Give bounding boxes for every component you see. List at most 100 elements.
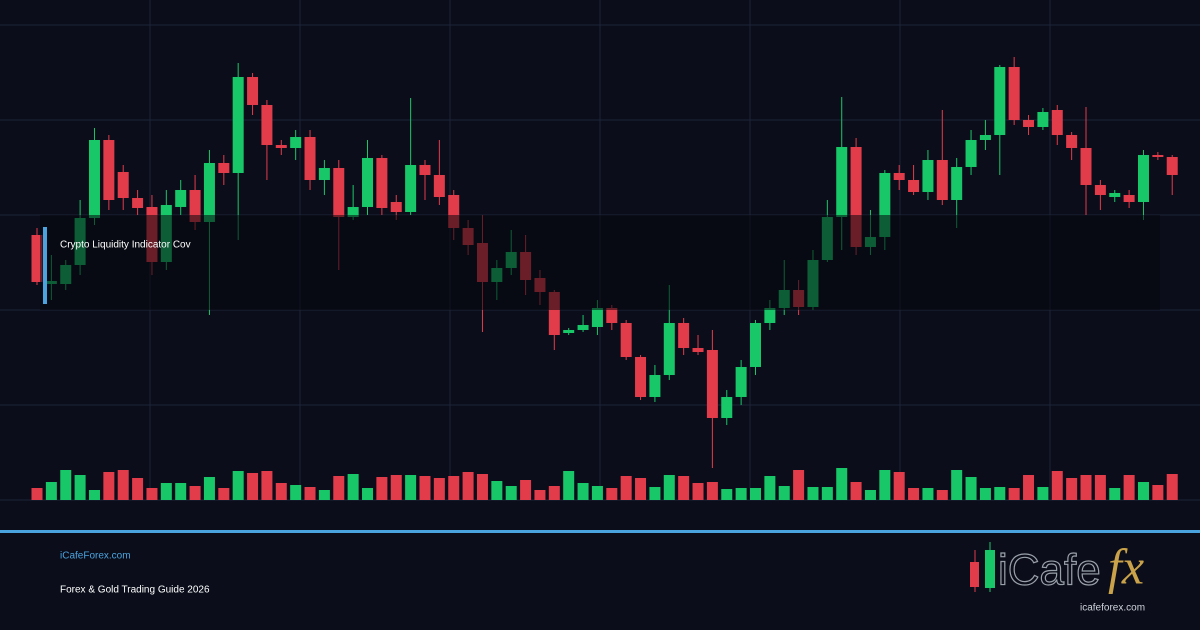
volume-bar	[189, 486, 201, 500]
volume-bar	[232, 471, 244, 500]
volume-bar	[706, 482, 718, 500]
volume-bar	[1066, 478, 1078, 500]
candle-body	[591, 308, 603, 327]
candle-body	[376, 158, 388, 208]
candle-body	[922, 160, 934, 192]
volume-bar	[922, 488, 934, 500]
candle-body	[1094, 185, 1106, 195]
candle-body	[750, 323, 761, 367]
candle-body	[390, 202, 402, 212]
candle-body	[649, 375, 661, 397]
subtitle: Forex & Gold Trading Guide 2026	[60, 585, 210, 596]
volume-bar	[649, 487, 661, 500]
volume-bar	[721, 489, 733, 500]
volume-bar	[1109, 488, 1121, 500]
volume-bar	[1051, 471, 1063, 500]
volume-bar	[1037, 487, 1049, 500]
volume-bar	[146, 488, 158, 500]
candle-body	[606, 308, 618, 323]
candle-body	[1123, 195, 1135, 202]
volume-bar	[1166, 474, 1178, 500]
volume-bar	[275, 483, 287, 500]
volume-bar	[1080, 475, 1092, 500]
candle-body	[189, 190, 201, 222]
candle-body	[347, 207, 359, 217]
volume-bar	[979, 488, 991, 500]
candle-body	[1008, 67, 1020, 120]
volume-bar	[879, 470, 891, 500]
volume-bar	[290, 485, 302, 500]
volume-bar	[362, 488, 374, 500]
candle-body	[247, 77, 259, 105]
candle-body	[548, 292, 560, 335]
candle-body	[936, 160, 948, 200]
candle-body	[764, 308, 776, 323]
candle-body	[850, 147, 862, 247]
volume-bar	[45, 482, 57, 500]
volume-bar	[908, 488, 920, 500]
volume-bar	[88, 490, 100, 500]
volume-bar	[635, 478, 647, 500]
candle-body	[706, 350, 718, 418]
volume-bar	[563, 471, 575, 500]
candle-body	[836, 147, 848, 217]
indicator-panel	[40, 215, 1160, 310]
volume-bar	[836, 468, 848, 500]
volume-bar	[850, 482, 862, 500]
candle-body	[1066, 135, 1078, 148]
volume-bar	[505, 486, 517, 500]
volume-bar	[376, 477, 388, 500]
indicator-marker	[43, 227, 47, 304]
volume-bar	[750, 488, 761, 500]
volume-bar	[1023, 475, 1035, 500]
candle-body	[1037, 112, 1049, 127]
candle-body	[232, 77, 244, 173]
candle-body	[879, 173, 891, 237]
volume-bar	[103, 472, 115, 500]
volume-bar	[620, 476, 632, 500]
volume-bar	[390, 475, 402, 500]
candle-body	[965, 140, 977, 167]
volume-bar	[678, 476, 690, 500]
volume-bar	[577, 483, 589, 500]
volume-bar	[261, 471, 273, 500]
candle-body	[218, 163, 230, 173]
divider	[0, 530, 1200, 533]
candle-body	[635, 357, 647, 397]
volume-bar	[764, 476, 776, 500]
volume-bar	[491, 481, 503, 500]
volume-bar	[247, 473, 259, 500]
candle-body	[577, 325, 589, 330]
logo-url: icafeforex.com	[1080, 603, 1145, 614]
volume-bar	[936, 490, 948, 500]
volume-bar	[419, 476, 431, 500]
volume-bar	[218, 488, 230, 500]
volume-bar	[203, 477, 215, 500]
volume-bar	[318, 490, 330, 500]
candle-body	[1166, 157, 1178, 175]
candle-body	[1051, 110, 1063, 135]
volume-bar	[951, 470, 963, 500]
volume-bar	[663, 475, 675, 500]
volume-bar	[1094, 475, 1106, 500]
volume-bar	[548, 486, 560, 500]
volume-bar	[1137, 482, 1149, 500]
candle-body	[88, 140, 100, 218]
volume-bar	[893, 472, 905, 500]
volume-bar	[405, 475, 417, 500]
candle-body	[405, 165, 417, 212]
volume-bar	[778, 486, 790, 500]
candle-body	[979, 135, 991, 140]
candle-body	[692, 348, 704, 352]
volume-bar	[448, 476, 460, 500]
volume-bar	[735, 488, 747, 500]
candle-body	[448, 195, 460, 228]
volume-bar	[333, 476, 345, 500]
candle-body	[318, 168, 330, 180]
candle-body	[1023, 120, 1035, 127]
site-link[interactable]: iCafeForex.com	[60, 551, 131, 562]
candle-body	[175, 190, 187, 207]
candle-body	[735, 367, 747, 397]
volume-bar	[347, 474, 359, 500]
volume-bar	[31, 488, 43, 500]
